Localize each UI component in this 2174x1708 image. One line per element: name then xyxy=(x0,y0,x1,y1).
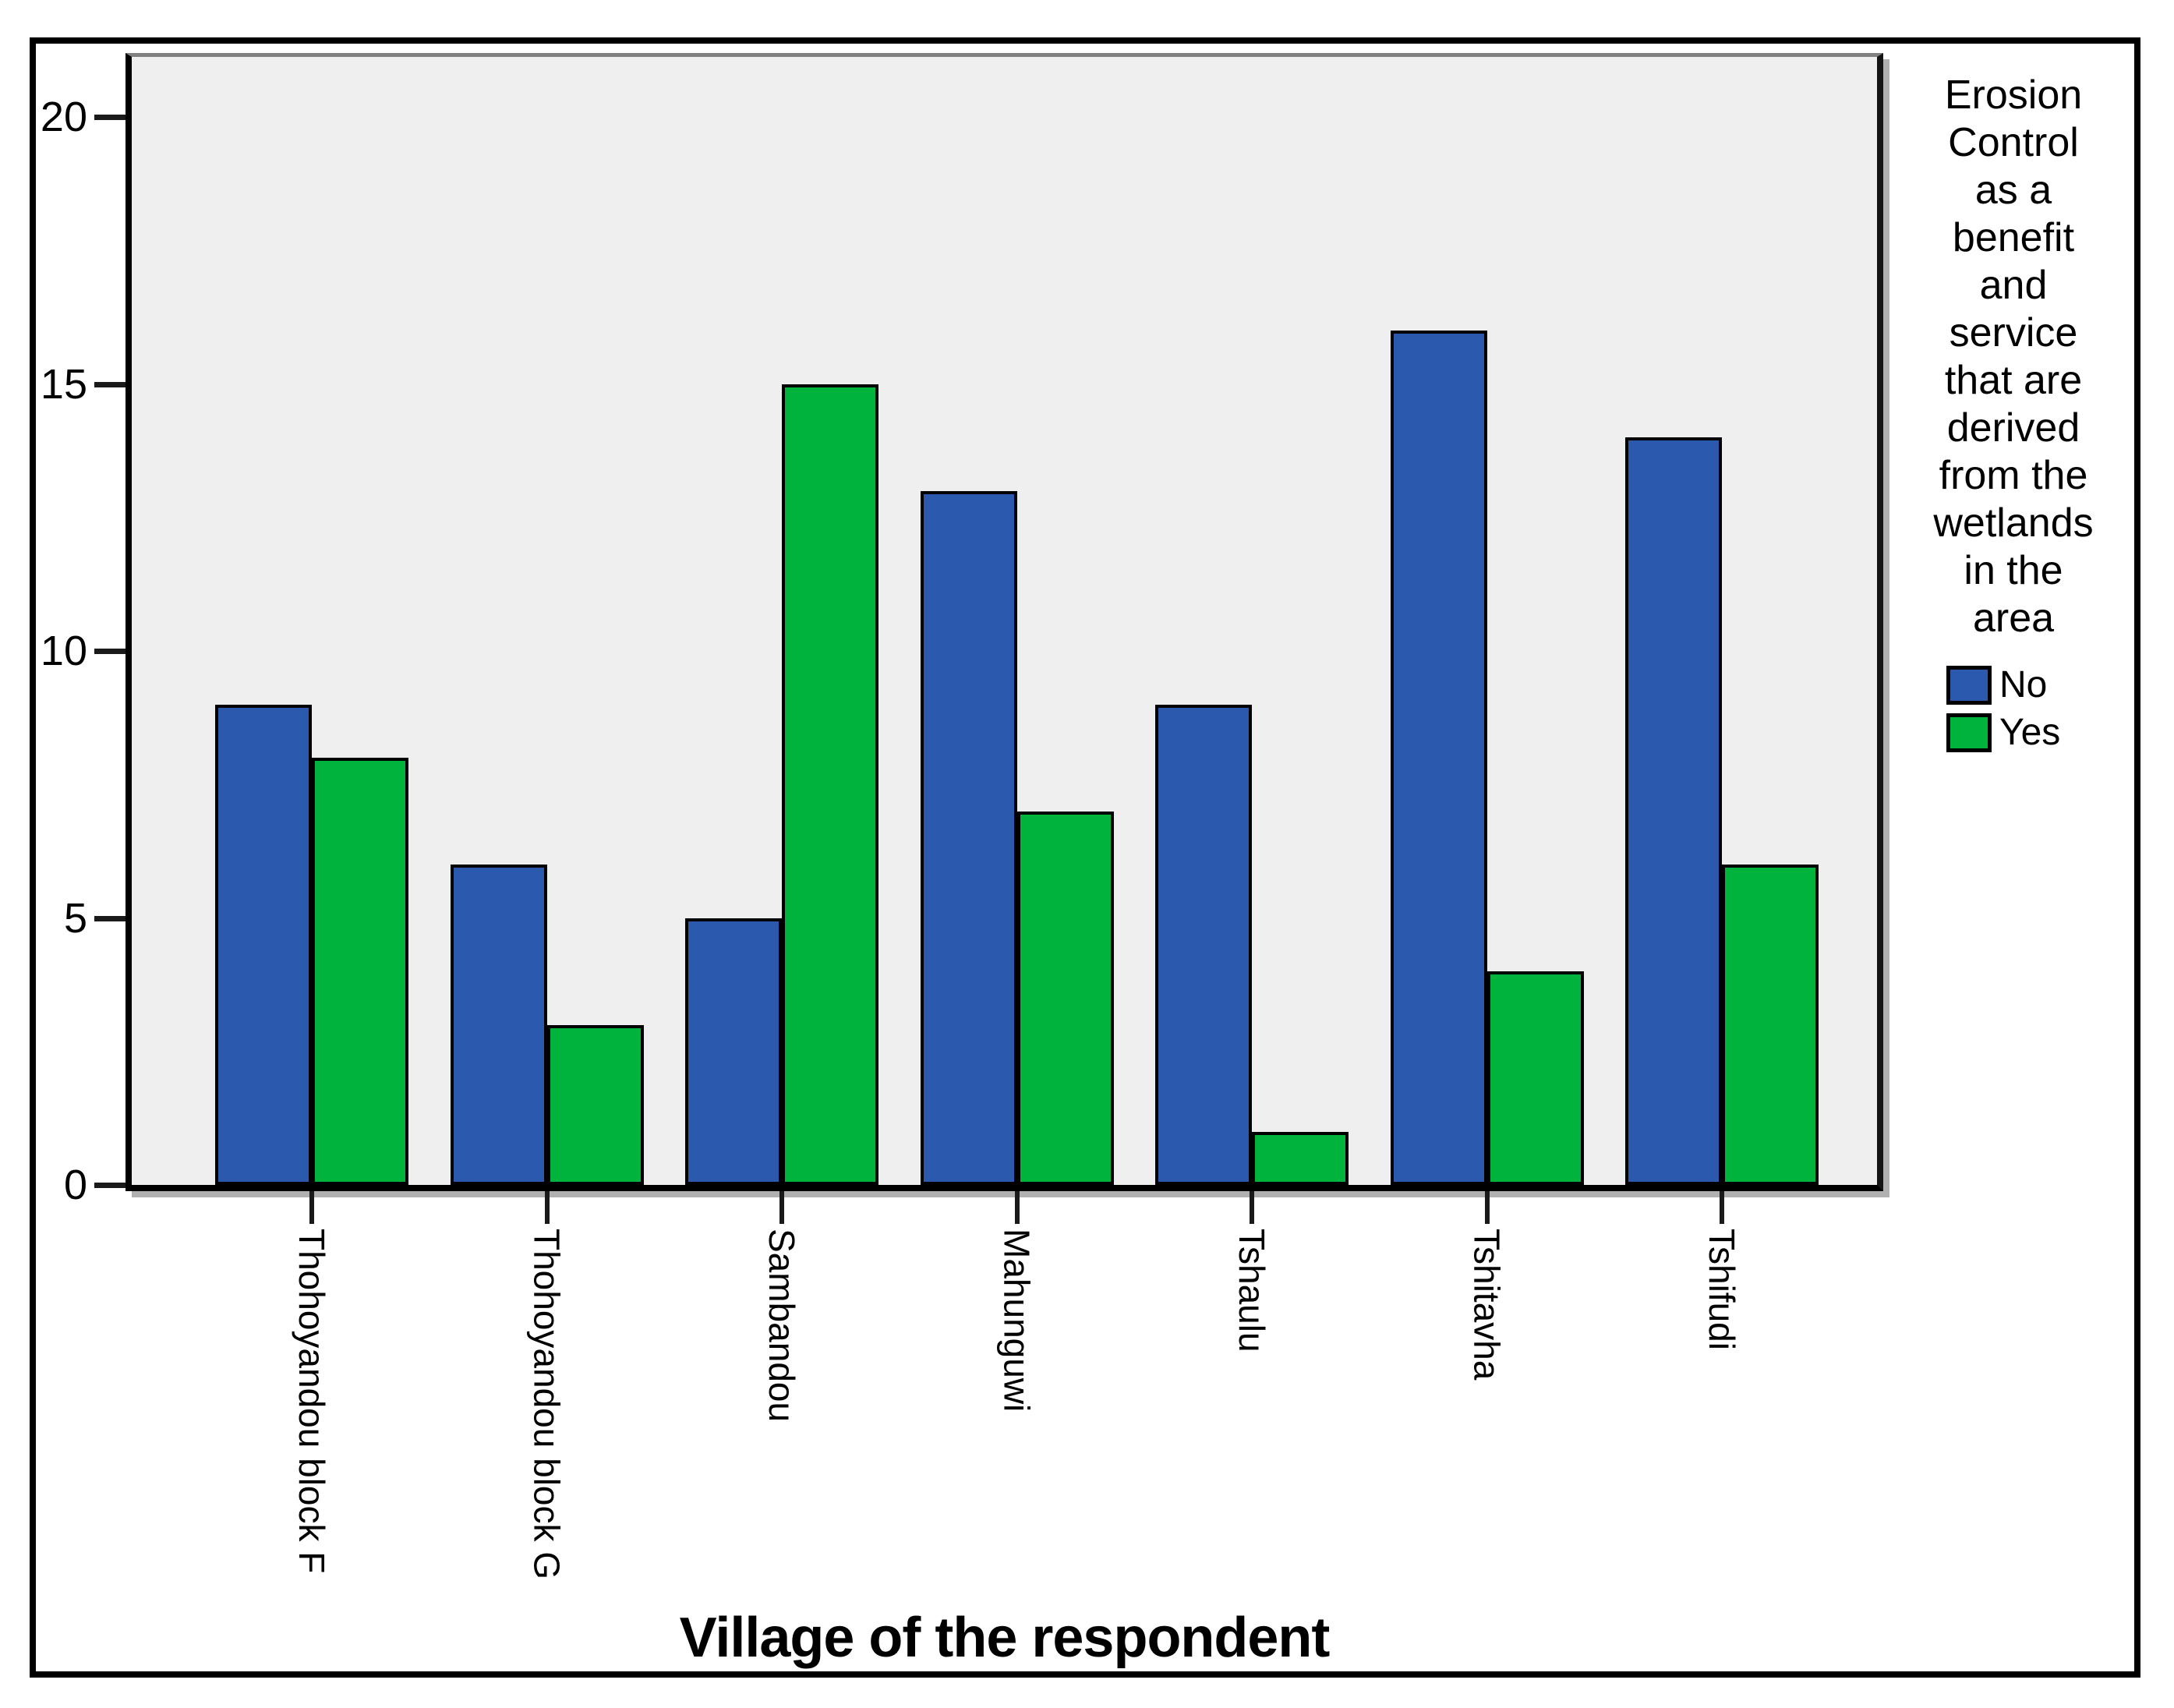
bar-yes xyxy=(546,1024,644,1185)
legend-label: No xyxy=(1999,664,2048,705)
bar-yes xyxy=(782,384,878,1185)
x-axis-category-label: Tshifudi xyxy=(1702,1229,1742,1350)
legend-swatch-yes xyxy=(1946,713,1992,752)
bar-yes xyxy=(1722,865,1819,1185)
y-axis-tick xyxy=(94,1183,125,1188)
x-axis-tick xyxy=(1014,1191,1020,1224)
x-axis-tick xyxy=(779,1191,784,1224)
bar-no xyxy=(215,704,312,1185)
bar-no xyxy=(1390,331,1487,1185)
y-axis-tick-label: 20 xyxy=(40,94,87,140)
x-axis-title: Village of the respondent xyxy=(679,1607,1331,1669)
bar-yes xyxy=(312,758,408,1185)
x-axis-category-label: Tshitavha xyxy=(1466,1229,1508,1381)
x-axis-tick xyxy=(1484,1191,1490,1224)
bar-no xyxy=(685,918,782,1185)
x-axis-tick xyxy=(1720,1191,1724,1224)
y-axis-tick xyxy=(94,915,125,921)
x-axis-category-label: Mahunguwi xyxy=(996,1229,1038,1413)
x-axis-category-label: Sambandou xyxy=(762,1229,802,1423)
legend-title: Erosion Control as a benefit and service… xyxy=(1933,72,2094,641)
bar-yes xyxy=(1016,811,1114,1185)
y-axis-tick-label: 10 xyxy=(40,628,87,674)
bar-no xyxy=(1155,704,1252,1185)
x-axis-tick xyxy=(1250,1191,1254,1224)
bar-no xyxy=(450,865,547,1185)
bar-no xyxy=(1625,437,1722,1185)
legend-swatch-no xyxy=(1946,666,1992,705)
x-axis-tick xyxy=(309,1191,314,1224)
y-axis-tick-label: 5 xyxy=(63,894,87,942)
x-axis-category-label: Thohoyandou block F xyxy=(292,1229,332,1574)
y-axis-tick xyxy=(94,649,125,654)
y-axis-tick-label: 0 xyxy=(63,1162,87,1208)
x-axis-tick xyxy=(544,1191,550,1224)
y-axis-tick-label: 15 xyxy=(40,360,87,408)
x-axis-category-label: Thohoyandou block G xyxy=(526,1229,567,1580)
x-axis-category-label: Tshaulu xyxy=(1232,1229,1272,1353)
legend-label: Yes xyxy=(1999,712,2061,753)
y-axis-tick xyxy=(94,115,125,120)
legend-entry-no: No xyxy=(1946,666,2047,705)
y-axis-tick xyxy=(94,381,125,387)
legend-entry-yes: Yes xyxy=(1946,713,2060,752)
bar-yes xyxy=(1252,1131,1349,1185)
bar-no xyxy=(920,490,1017,1185)
bar-yes xyxy=(1486,971,1584,1185)
